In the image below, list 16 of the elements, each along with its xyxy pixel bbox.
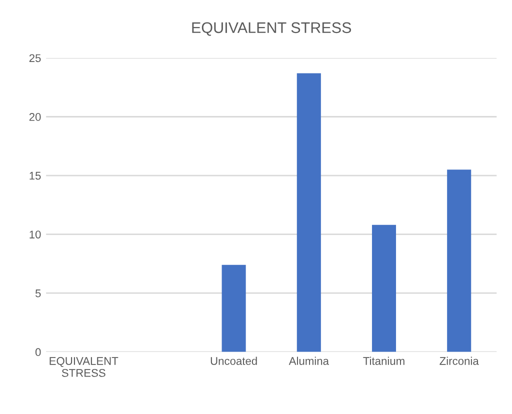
bar — [372, 224, 396, 352]
y-tick-label: 0 — [35, 348, 41, 356]
chart-title: EQUIVALENT STRESS — [192, 22, 352, 36]
x-tick-label: Alumina — [288, 356, 329, 365]
x-tick-label: Uncoated — [210, 356, 257, 365]
y-tick-label: 15 — [30, 172, 41, 180]
bar — [447, 170, 472, 352]
y-tick-label: 20 — [29, 113, 41, 121]
y-tick-label: 25 — [29, 54, 41, 62]
x-tick-label: Zirconia — [440, 356, 479, 365]
x-tick-label: EQUIVALENT STRESS — [50, 357, 118, 377]
y-tick-label: 10 — [30, 230, 41, 238]
bar — [296, 73, 321, 352]
bar — [222, 264, 246, 352]
y-tick-label: 5 — [35, 289, 41, 298]
x-tick-label: Titanium — [363, 356, 404, 365]
